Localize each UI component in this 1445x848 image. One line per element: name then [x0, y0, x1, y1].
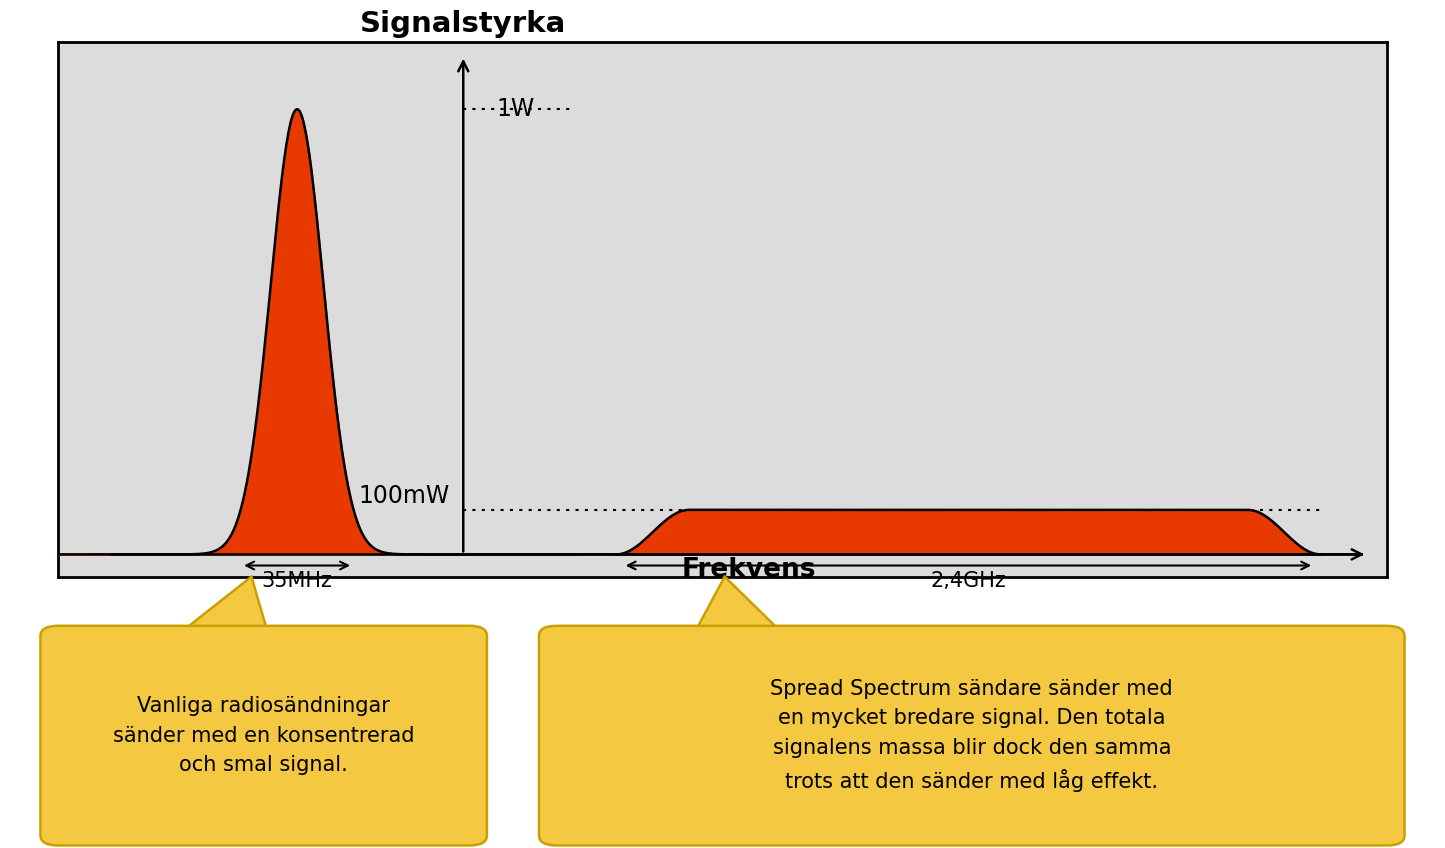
Text: Signalstyrka: Signalstyrka	[360, 10, 566, 38]
Text: 100mW: 100mW	[358, 483, 449, 508]
Text: 1W: 1W	[497, 98, 535, 121]
Text: 2,4GHz: 2,4GHz	[931, 572, 1006, 591]
FancyBboxPatch shape	[40, 626, 487, 845]
Polygon shape	[694, 577, 786, 636]
Text: Frekvens: Frekvens	[682, 556, 816, 583]
Text: 35MHz: 35MHz	[262, 572, 332, 591]
Text: Vanliga radiosändningar
sänder med en konsentrerad
och smal signal.: Vanliga radiosändningar sänder med en ko…	[113, 696, 415, 775]
FancyBboxPatch shape	[539, 626, 1405, 845]
Text: Spread Spectrum sändare sänder med
en mycket bredare signal. Den totala
signalen: Spread Spectrum sändare sänder med en my…	[770, 679, 1173, 792]
Polygon shape	[176, 577, 269, 636]
